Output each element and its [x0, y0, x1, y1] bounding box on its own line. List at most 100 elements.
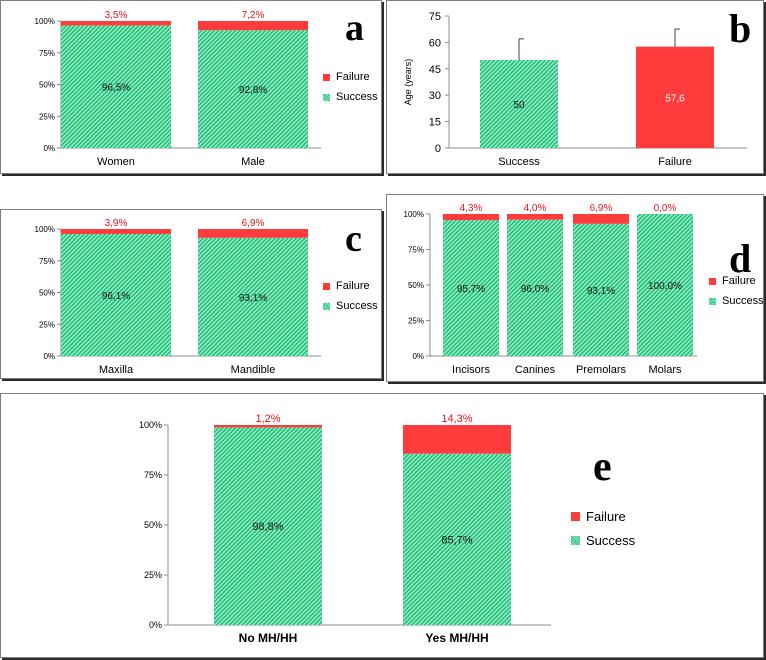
bar-failure	[573, 214, 629, 224]
bar-success	[480, 60, 558, 148]
bar-failure	[214, 425, 322, 428]
panel-letter-d: d	[729, 236, 752, 281]
legend-c: Failure Success	[323, 276, 378, 316]
legend-item-success: Success	[323, 87, 378, 107]
data-label-success: 100,0%	[648, 281, 682, 292]
bar-success	[637, 214, 693, 356]
y-tick-label: 100%	[404, 210, 424, 219]
y-tick-label: 60	[429, 37, 441, 49]
bar-failure	[443, 214, 499, 221]
y-tick-label: 75%	[144, 470, 162, 480]
data-label-success: 85,7%	[441, 534, 472, 546]
x-category-label: Mandible	[231, 364, 276, 376]
x-category-label: Women	[97, 156, 135, 168]
data-label-failure: 3,5%	[105, 10, 128, 21]
x-category-label: Maxilla	[99, 364, 134, 376]
y-tick-label: 25%	[39, 320, 55, 329]
bar-failure	[507, 214, 563, 220]
data-label-success: 92,8%	[239, 85, 267, 96]
chart-a: 0% 25% 50% 75% 100% 96,5% 3,5% Women 92,8% 7,2% Ma…	[35, 10, 321, 168]
legend-label-failure: Failure	[586, 508, 626, 524]
y-tick-label: 100%	[35, 225, 55, 234]
legend-label-failure: Failure	[336, 71, 370, 83]
data-label-failure: 3,9%	[105, 218, 128, 229]
data-label-success: 93,1%	[587, 286, 615, 297]
data-label: 50	[513, 100, 525, 111]
data-label-failure: 0,0%	[654, 203, 677, 214]
success-swatch	[323, 302, 330, 310]
legend-label-success: Success	[722, 295, 764, 307]
bar-success	[403, 453, 511, 625]
failure-swatch	[571, 511, 580, 521]
legend-label-success: Success	[336, 300, 378, 312]
y-tick-label: 15	[429, 117, 441, 129]
y-tick-label: 25%	[39, 112, 55, 121]
y-tick-label: 100%	[35, 17, 55, 26]
legend-item-failure: Failure	[323, 276, 378, 296]
legend-e: Failure Success	[571, 504, 635, 552]
bar-success	[214, 427, 322, 625]
success-swatch	[709, 297, 716, 305]
x-category-label: Incisors	[452, 364, 490, 376]
legend-a: Failure Success	[323, 67, 378, 107]
data-label: 57,6	[665, 93, 685, 104]
data-label-success: 98,8%	[252, 521, 283, 533]
bar-success	[61, 233, 171, 356]
failure-swatch	[709, 277, 716, 285]
x-category-label: Premolars	[576, 364, 627, 376]
y-tick-label: 75%	[408, 246, 424, 255]
data-label-failure: 4,0%	[524, 203, 547, 214]
legend-item-success: Success	[571, 528, 635, 552]
y-tick-label: 50%	[408, 281, 424, 290]
legend-item-success: Success	[323, 296, 378, 316]
bar-success	[198, 237, 308, 356]
x-category-label: Male	[241, 156, 265, 168]
panel-d: 0% 25% 50% 75% 100% 95,7% 4,3% Incisors 96,0% 4,0…	[386, 194, 764, 382]
y-tick-label: 25%	[408, 317, 424, 326]
y-tick-label: 30	[429, 90, 441, 102]
y-tick-label: 45	[429, 64, 441, 76]
y-tick-label: 0%	[412, 352, 424, 361]
x-category-label: Yes MH/HH	[425, 631, 488, 645]
y-tick-label: 50%	[144, 520, 162, 530]
chart-d: 0% 25% 50% 75% 100% 95,7% 4,3% Incisors 96,0% 4,0…	[404, 203, 697, 376]
success-swatch	[323, 93, 330, 101]
data-label-success: 96,0%	[521, 284, 549, 295]
legend-label-success: Success	[586, 532, 636, 548]
panel-letter-b: b	[729, 6, 752, 51]
legend-item-failure: Failure	[323, 67, 378, 87]
bar-failure	[636, 46, 714, 148]
bar-failure	[61, 21, 171, 26]
legend-item-success: Success	[709, 291, 764, 311]
bar-failure	[198, 229, 308, 238]
data-label-success: 95,7%	[457, 284, 485, 295]
panel-letter-a: a	[345, 7, 364, 49]
failure-swatch	[323, 282, 330, 290]
data-label-failure: 1,2%	[255, 413, 280, 425]
x-category-label: Success	[498, 156, 540, 168]
y-tick-label: 75	[429, 11, 441, 23]
data-label-failure: 6,9%	[242, 218, 265, 229]
x-category-label: No MH/HH	[239, 631, 298, 645]
data-label-success: 96,5%	[102, 83, 130, 94]
y-tick-label: 0%	[149, 620, 162, 630]
y-tick-label: 0%	[43, 352, 55, 361]
panel-c: 0% 25% 50% 75% 100% 96,1% 3,9% Maxilla 93,1% 6,9%…	[0, 209, 382, 379]
bar-success	[573, 223, 629, 356]
bar-failure	[198, 21, 308, 31]
data-label-failure: 14,3%	[441, 413, 472, 425]
x-category-label: Failure	[658, 156, 692, 168]
bar-success	[443, 220, 499, 356]
bar-success	[61, 25, 171, 148]
legend-d: Failure Success	[709, 271, 764, 311]
legend-item-failure: Failure	[571, 504, 635, 528]
data-label-success: 93,1%	[239, 293, 267, 304]
y-axis-title: Age (years)	[403, 59, 413, 106]
panel-letter-e: e	[593, 444, 612, 490]
y-tick-label: 0%	[43, 144, 55, 153]
panel-letter-c: c	[345, 218, 362, 260]
data-label-failure: 4,3%	[460, 203, 483, 214]
y-tick-label: 50%	[39, 81, 55, 90]
x-category-label: Canines	[515, 364, 556, 376]
y-tick-label: 25%	[144, 570, 162, 580]
